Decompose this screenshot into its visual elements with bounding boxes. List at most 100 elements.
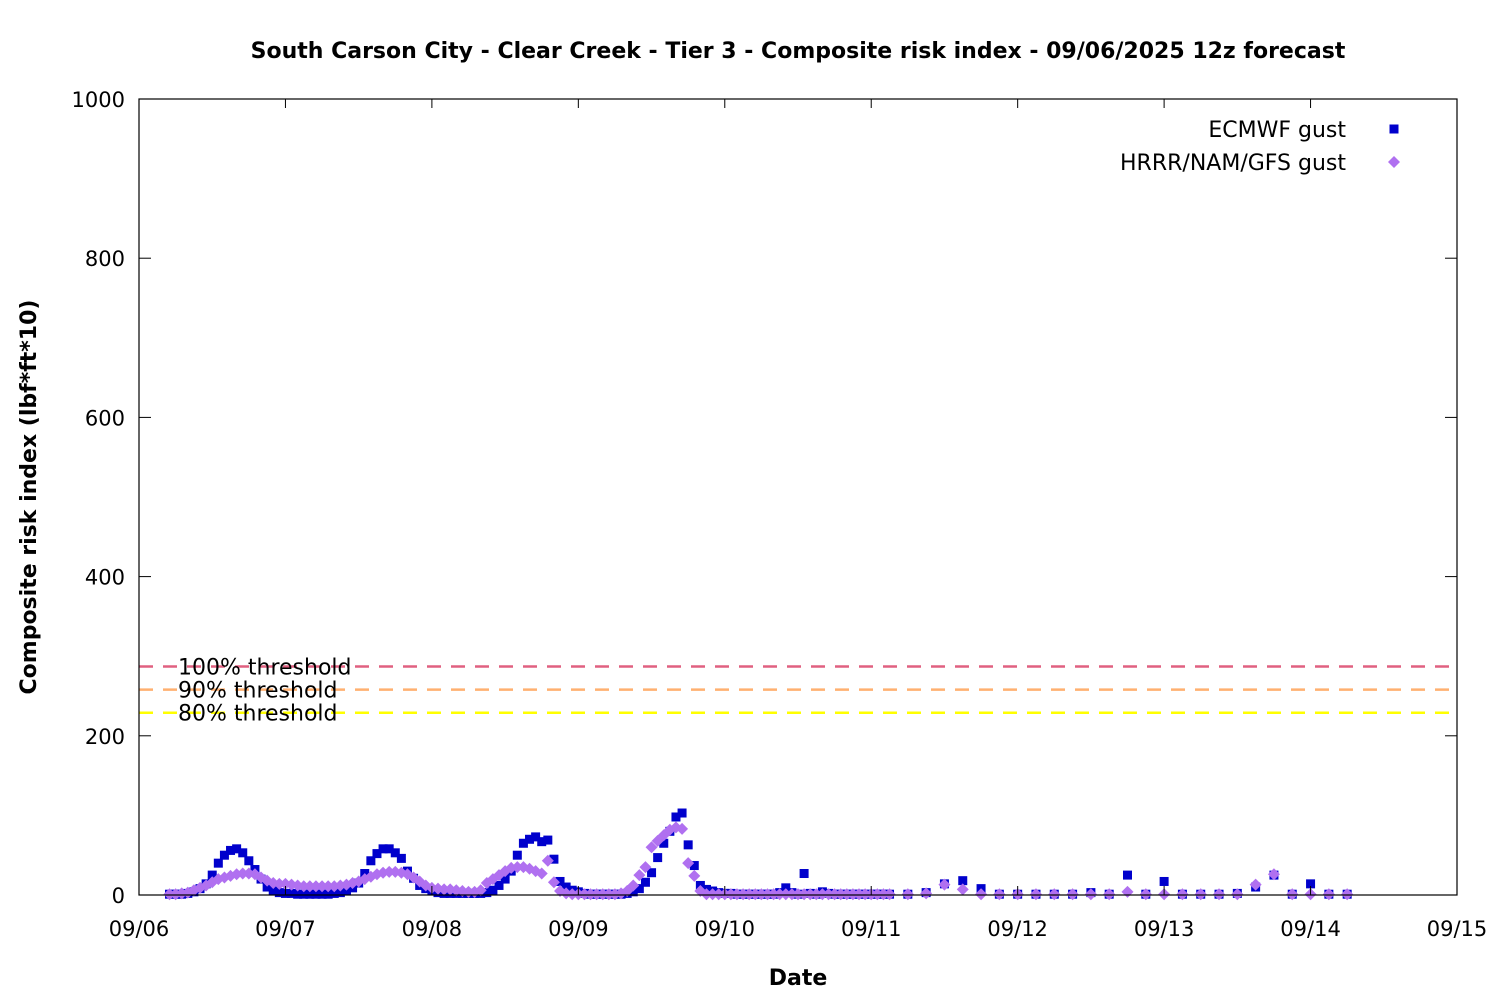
hrrr-point: [322, 880, 335, 893]
ecmwf-point: [677, 808, 687, 818]
hrrr-point: [749, 888, 762, 901]
hrrr-point: [730, 888, 743, 901]
hrrr-point: [1249, 878, 1262, 891]
plot-frame: [138, 98, 1458, 896]
ecmwf-point: [647, 868, 657, 878]
hrrr-point: [541, 854, 554, 867]
hrrr-point: [816, 888, 829, 901]
x-axis-label: Date: [769, 966, 828, 991]
legend-marker-diamond: [1388, 156, 1400, 168]
legend: ECMWF gust HRRR/NAM/GFS gust: [1120, 118, 1400, 176]
legend-label: HRRR/NAM/GFS gust: [1120, 151, 1346, 176]
hrrr-point: [1139, 888, 1152, 901]
ecmwf-point: [671, 812, 681, 822]
ecmwf-point: [378, 844, 388, 854]
ecmwf-point: [799, 869, 809, 879]
hrrr-point: [602, 888, 615, 901]
hrrr-point: [700, 888, 713, 901]
series-hrrr: [163, 821, 1354, 901]
ecmwf-point: [1123, 870, 1132, 880]
ecmwf-point: [549, 854, 559, 864]
x-tick-label: 09/11: [841, 917, 902, 941]
ecmwf-point: [384, 844, 394, 854]
ecmwf-point: [323, 889, 333, 899]
hrrr-point: [871, 888, 884, 901]
x-tick-label: 09/15: [1427, 917, 1488, 941]
ecmwf-point: [305, 889, 315, 899]
hrrr-point: [511, 861, 524, 874]
hrrr-point: [743, 888, 756, 901]
hrrr-point: [828, 888, 841, 901]
ecmwf-point: [293, 889, 303, 899]
y-tick-label: 1000: [72, 88, 125, 112]
ecmwf-point: [219, 850, 229, 860]
threshold-label: 90% threshold: [178, 679, 338, 704]
ecmwf-point: [488, 885, 498, 895]
data-points: [163, 808, 1354, 901]
ecmwf-point: [659, 838, 669, 848]
hrrr-point: [920, 887, 933, 900]
hrrr-point: [688, 869, 701, 882]
hrrr-point: [438, 883, 451, 896]
ecmwf-point: [329, 888, 339, 898]
y-axis-label: Composite risk index (lbf*ft*10): [17, 300, 42, 695]
ecmwf-point: [299, 889, 309, 899]
hrrr-point: [566, 888, 579, 901]
ecmwf-point: [366, 856, 376, 866]
ecmwf-point: [683, 840, 693, 850]
hrrr-point: [792, 888, 804, 901]
hrrr-point: [578, 888, 591, 901]
x-tick-label: 09/13: [1134, 917, 1195, 941]
hrrr-point: [712, 888, 725, 901]
hrrr-point: [1213, 888, 1226, 901]
ecmwf-point: [537, 837, 547, 847]
ecmwf-point: [781, 883, 791, 893]
chart-title: South Carson City - Clear Creek - Tier 3…: [251, 39, 1346, 64]
ecmwf-point: [555, 876, 565, 886]
ecmwf-point: [512, 850, 522, 860]
hrrr-point: [853, 888, 866, 901]
hrrr-point: [535, 867, 548, 880]
ecmwf-point: [274, 888, 284, 898]
ecmwf-point: [238, 848, 248, 858]
ecmwf-point: [1159, 876, 1169, 886]
hrrr-point: [309, 880, 322, 893]
hrrr-point: [1176, 888, 1189, 901]
ecmwf-point: [1306, 879, 1316, 889]
hrrr-point: [822, 888, 835, 901]
hrrr-point: [877, 888, 890, 901]
hrrr-point: [273, 877, 286, 890]
x-tick-label: 09/09: [548, 917, 609, 941]
hrrr-point: [163, 888, 176, 901]
hrrr-point: [798, 888, 811, 901]
hrrr-point: [676, 822, 689, 835]
ecmwf-point: [396, 853, 406, 863]
x-tick-label: 09/07: [255, 917, 316, 941]
hrrr-point: [724, 888, 737, 901]
threshold-label: 80% threshold: [178, 702, 338, 727]
x-tick-label: 09/10: [695, 917, 756, 941]
x-tick-label: 09/14: [1280, 917, 1341, 941]
ecmwf-point: [317, 889, 327, 899]
hrrr-point: [682, 857, 695, 870]
x-tick-label: 09/12: [987, 917, 1048, 941]
hrrr-point: [840, 888, 853, 901]
y-tick-label: 200: [85, 725, 125, 749]
hrrr-point: [804, 888, 817, 901]
hrrr-point: [633, 869, 646, 882]
axis-ticks: 09/06 09/07 09/08 09/09 09/10 09/11 09/12 09/13…: [72, 88, 1488, 941]
ecmwf-point: [628, 887, 638, 897]
hrrr-point: [706, 888, 719, 901]
hrrr-point: [859, 888, 872, 901]
hrrr-point: [1029, 888, 1042, 901]
hrrr-point: [474, 884, 487, 897]
hrrr-point: [737, 888, 750, 901]
y-tick-label: 400: [85, 566, 125, 590]
ecmwf-point: [518, 838, 528, 848]
hrrr-point: [236, 867, 249, 880]
hrrr-point: [1267, 868, 1280, 881]
ecmwf-point: [561, 882, 571, 892]
ecmwf-point: [232, 844, 242, 854]
ecmwf-point: [525, 834, 535, 844]
